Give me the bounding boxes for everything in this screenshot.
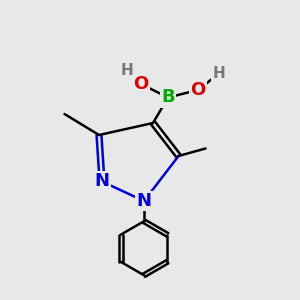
Text: N: N [136, 192, 152, 210]
Text: N: N [94, 172, 110, 190]
Text: H: H [213, 66, 225, 81]
Text: O: O [190, 81, 206, 99]
Text: H: H [121, 63, 134, 78]
Text: B: B [161, 88, 175, 106]
Text: O: O [134, 75, 148, 93]
